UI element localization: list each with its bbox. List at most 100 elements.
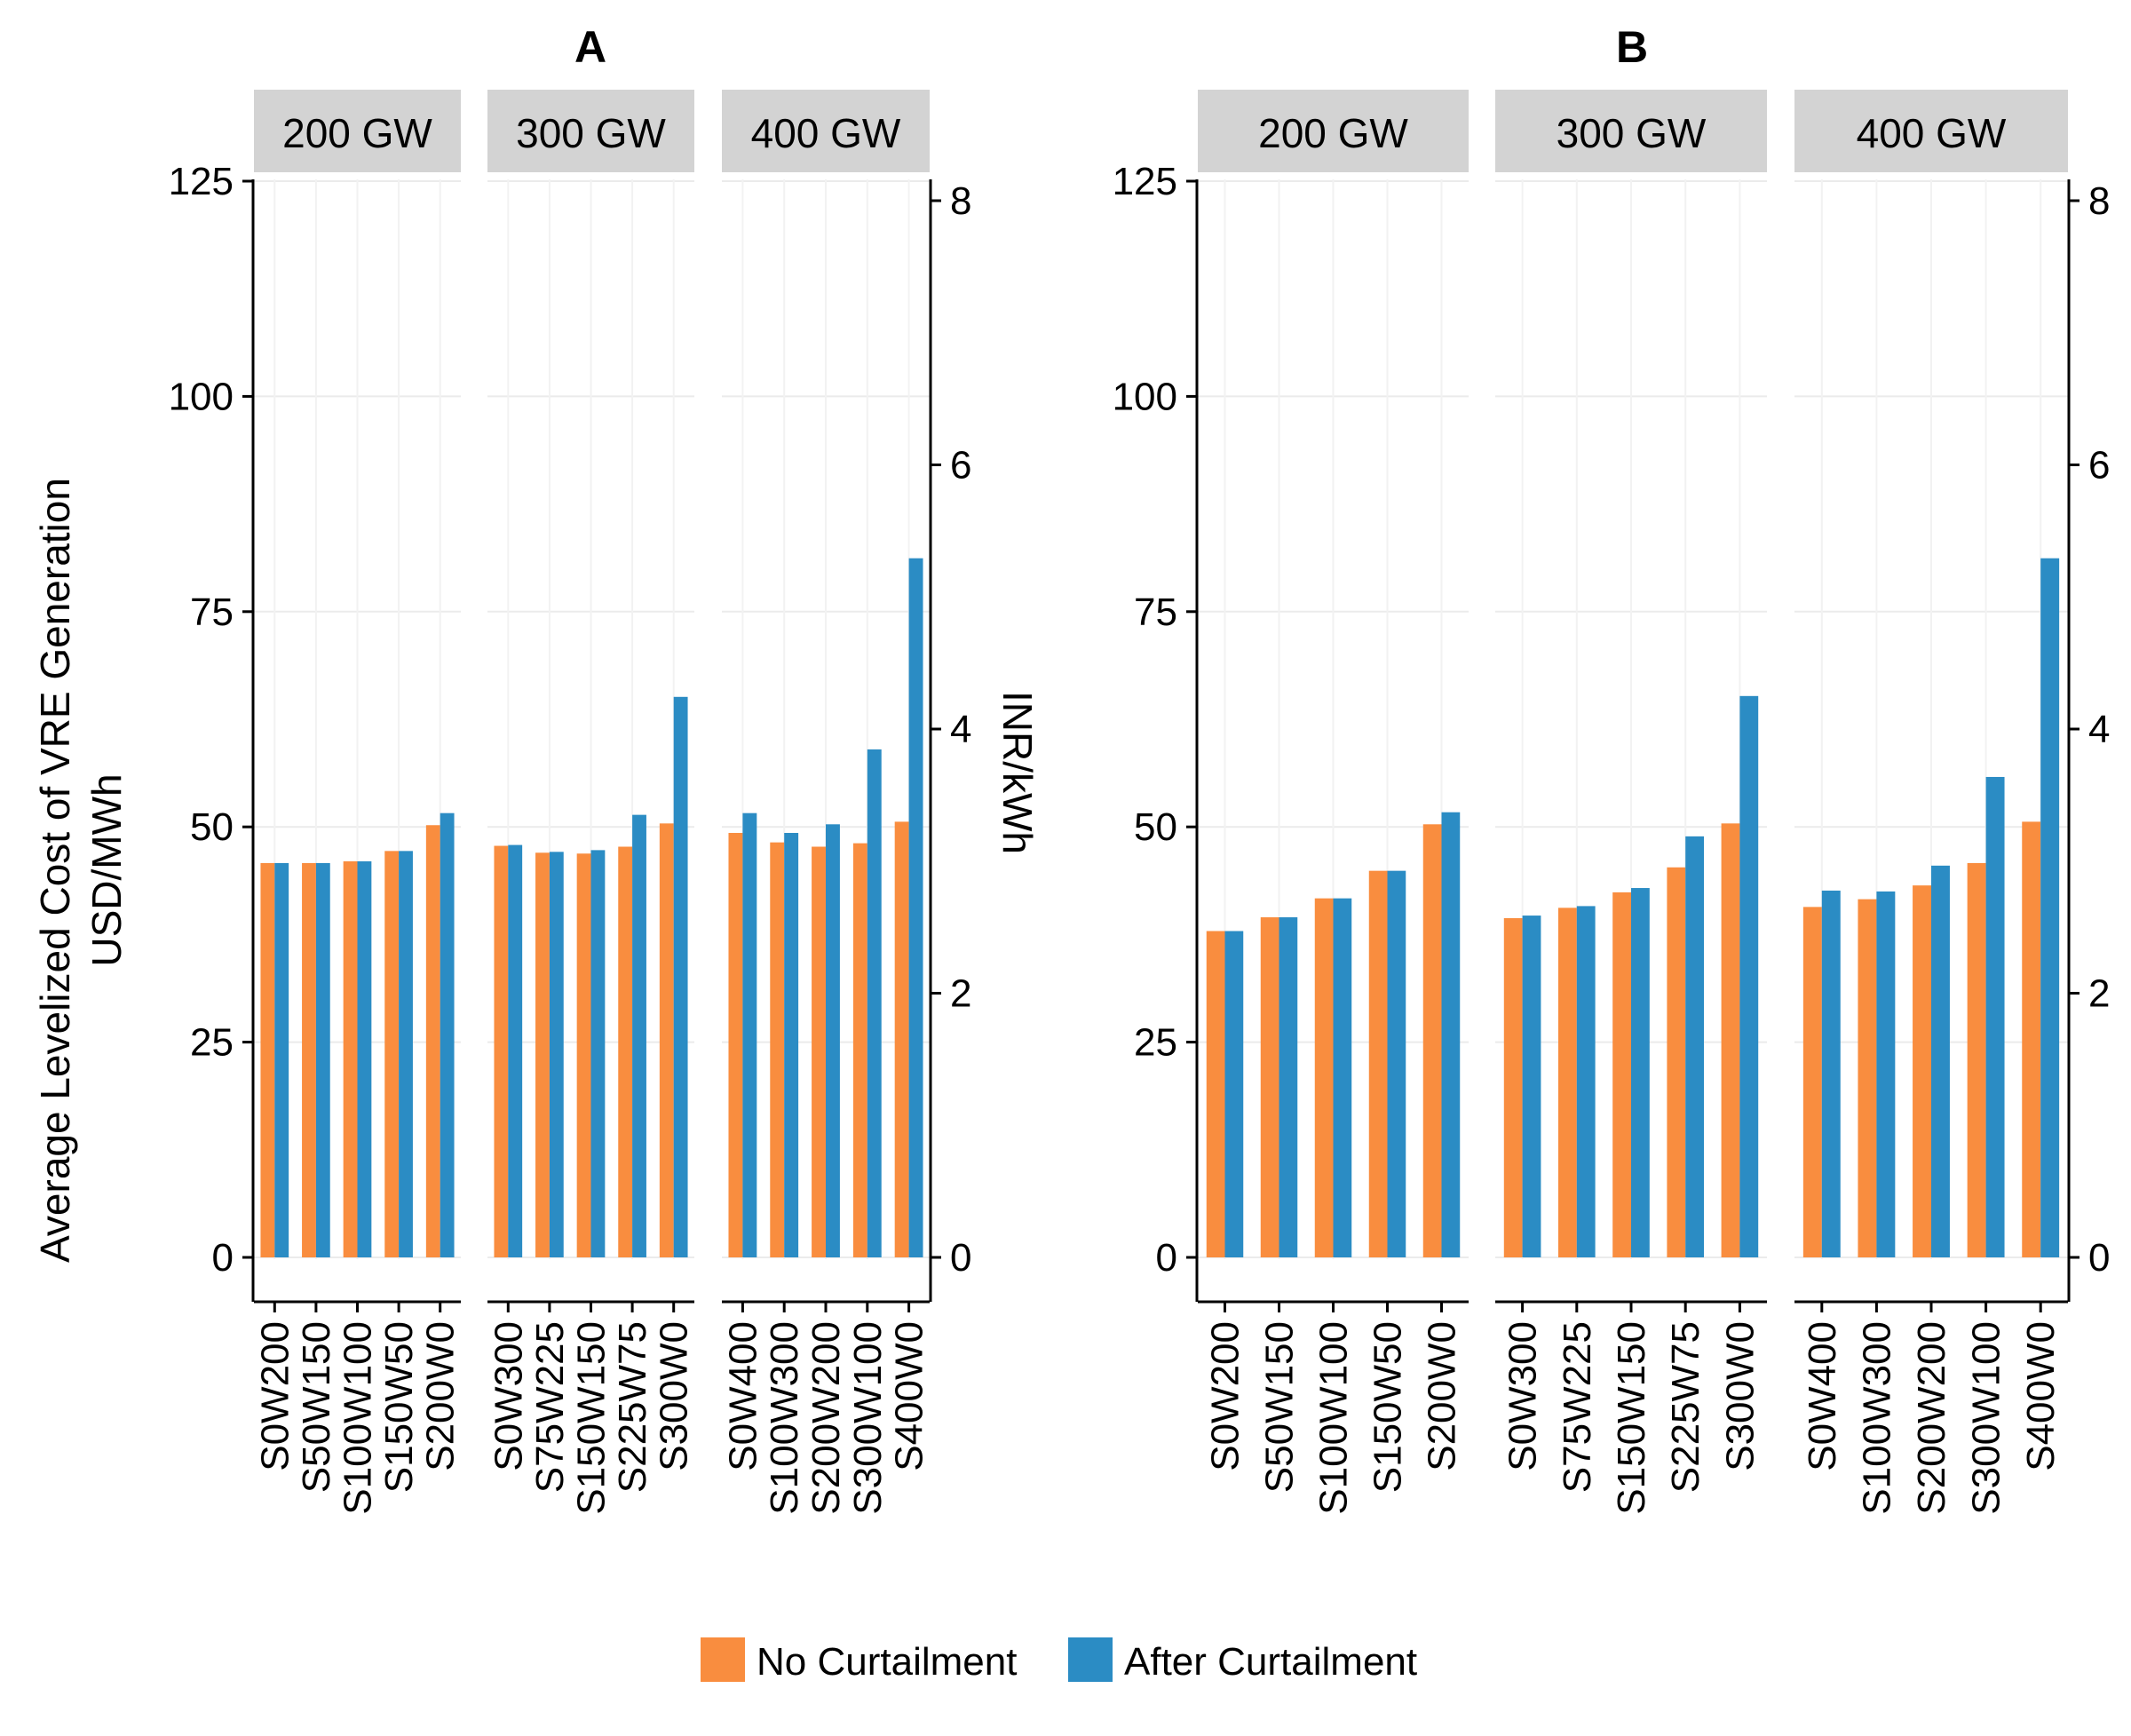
y-tick-label: 75 <box>1134 591 1177 634</box>
y-tick-label: 75 <box>190 591 234 634</box>
bar-after-curtailment <box>399 851 413 1257</box>
secondary-tick-label: 4 <box>2088 708 2110 751</box>
secondary-tick-label: 2 <box>2088 972 2110 1016</box>
facet-strip <box>1198 90 1469 172</box>
legend-label-after-curtailment: After Curtailment <box>1124 1640 1417 1684</box>
bar-no-curtailment <box>1368 870 1388 1257</box>
bar-no-curtailment <box>576 853 591 1257</box>
panel-b: B 200 GW S0W200 S50W150 S100W100 S150W50 S200W… <box>1113 22 2111 1515</box>
bar-no-curtailment <box>812 846 826 1257</box>
panel-a-facet-3: 400 GW S0W400S100W300S200W200S300W100S400… <box>721 90 931 1515</box>
x-tick-label: S400W0 <box>2019 1321 2063 1471</box>
bar-no-curtailment <box>1612 892 1631 1257</box>
x-tick-label: S0W400 <box>721 1321 764 1471</box>
x-tick-label: S150W50 <box>1367 1321 1410 1493</box>
bar-after-curtailment <box>590 850 606 1257</box>
bar-after-curtailment <box>632 814 646 1257</box>
bar-no-curtailment <box>852 843 867 1257</box>
bar-after-curtailment <box>1441 812 1461 1257</box>
bar-no-curtailment <box>1422 824 1442 1257</box>
bar-no-curtailment <box>384 851 400 1257</box>
bar-after-curtailment <box>1576 906 1596 1257</box>
x-tick-label: S0W200 <box>253 1321 297 1471</box>
legend-swatch-after-curtailment <box>1068 1637 1113 1682</box>
bar-after-curtailment <box>549 852 564 1257</box>
bar-no-curtailment <box>260 862 275 1257</box>
bar-after-curtailment <box>1224 931 1244 1257</box>
bar-after-curtailment <box>315 862 330 1257</box>
panel-b-facet-1: 200 GW S0W200 S50W150 S100W100 S150W50 S200W0 <box>1198 90 1469 1515</box>
x-tick-label: S100W100 <box>1312 1321 1356 1515</box>
x-tick-label: S200W200 <box>1910 1321 1953 1515</box>
x-tick-label: S75W225 <box>528 1321 572 1493</box>
bar-no-curtailment <box>494 845 509 1257</box>
x-tick-label: S400W0 <box>888 1321 931 1471</box>
y-axis-title-line1: Average Levelized Cost of VRE Generation <box>32 478 78 1263</box>
bar-no-curtailment <box>343 860 358 1257</box>
bar-no-curtailment <box>1503 917 1523 1257</box>
secondary-tick-label: 6 <box>2088 444 2110 488</box>
facet-label: 200 GW <box>282 110 432 156</box>
x-tick-label: S300W100 <box>846 1321 890 1515</box>
bar-after-curtailment <box>508 844 523 1257</box>
y-tick-label: 125 <box>169 160 234 203</box>
x-tick-label: S200W200 <box>804 1321 848 1515</box>
bar-after-curtailment <box>1631 888 1650 1257</box>
bar-after-curtailment <box>1522 916 1541 1257</box>
facet-label: 300 GW <box>516 110 666 156</box>
y-tick-label: 0 <box>1156 1236 1177 1280</box>
bar-after-curtailment <box>1985 776 2005 1257</box>
facet-label: 200 GW <box>1258 110 1408 156</box>
x-tick-label: S200W0 <box>1421 1321 1464 1471</box>
x-tick-label: S100W300 <box>763 1321 806 1515</box>
bar-no-curtailment <box>770 842 785 1257</box>
y-tick-label: 50 <box>190 805 234 849</box>
bar-no-curtailment <box>1667 867 1686 1257</box>
legend-label-no-curtailment: No Curtailment <box>757 1640 1017 1684</box>
x-tick-label: S150W50 <box>377 1321 421 1493</box>
bar-no-curtailment <box>728 832 743 1257</box>
bar-no-curtailment <box>2022 821 2041 1257</box>
secondary-tick-label: 8 <box>2088 179 2110 223</box>
bar-after-curtailment <box>2040 558 2060 1257</box>
bar-after-curtailment <box>826 824 840 1257</box>
panel-a-title: A <box>574 22 606 72</box>
panel-b-facet-2: 300 GW S0W300 S75W225 S150W150 S225W75 S300W0 <box>1495 90 1767 1515</box>
y-tick-label: 100 <box>169 375 234 418</box>
x-tick-label: S150W150 <box>570 1321 614 1515</box>
bar-no-curtailment <box>618 846 633 1257</box>
bar-after-curtailment <box>1739 695 1759 1257</box>
y-tick-label: 100 <box>1113 375 1177 418</box>
bar-no-curtailment <box>1967 862 1986 1257</box>
bar-no-curtailment <box>535 852 550 1257</box>
y-tick-label: 125 <box>1113 160 1177 203</box>
facet-strip <box>487 90 694 172</box>
secondary-tick-label: 0 <box>950 1236 971 1280</box>
x-tick-label: S150W150 <box>1610 1321 1653 1515</box>
bar-no-curtailment <box>1802 907 1822 1257</box>
facet-strip <box>1794 90 2068 172</box>
x-tick-label: S300W0 <box>653 1321 696 1471</box>
y-tick-label: 25 <box>1134 1021 1177 1065</box>
bar-no-curtailment <box>1206 931 1225 1257</box>
bar-after-curtailment <box>1333 898 1352 1257</box>
x-tick-label: S75W225 <box>1556 1321 1599 1493</box>
panel-b-facet-3: 400 GW S0W400 S100W300 S200W200 S300W100 S400… <box>1794 90 2068 1515</box>
y-axis-title-line2: USD/MWh <box>83 773 130 966</box>
bar-no-curtailment <box>425 825 440 1257</box>
x-tick-label: S0W300 <box>1501 1321 1545 1471</box>
x-tick-label: S225W75 <box>611 1321 654 1493</box>
bar-after-curtailment <box>673 696 688 1257</box>
facet-label: 400 GW <box>751 110 901 156</box>
x-tick-label: S200W0 <box>419 1321 463 1471</box>
secondary-axis-title: INR/kWh <box>994 691 1041 854</box>
secondary-tick-label: 2 <box>950 972 971 1016</box>
x-tick-label: S0W200 <box>1204 1321 1248 1471</box>
bar-no-curtailment <box>894 821 909 1257</box>
x-tick-label: S50W150 <box>295 1321 338 1493</box>
